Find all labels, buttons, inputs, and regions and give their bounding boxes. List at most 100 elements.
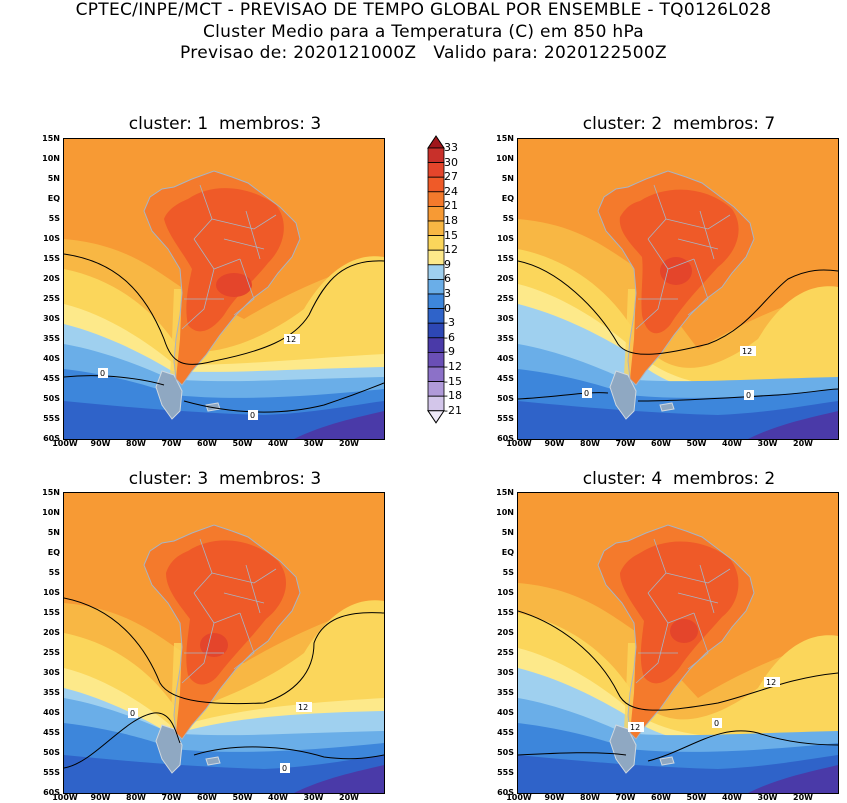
contour-label-bg	[582, 388, 592, 398]
lat-label: 10S	[497, 234, 514, 243]
lon-label: 30W	[303, 439, 324, 448]
country-border	[245, 564, 261, 614]
colorbar-swatch	[427, 351, 445, 368]
lat-label: 50S	[497, 748, 514, 757]
contour-label: 12	[630, 723, 640, 732]
lat-label: 35S	[43, 688, 60, 697]
lat-label: 15N	[42, 488, 60, 497]
contour-label-bg	[712, 718, 722, 728]
colorbar-label: 24	[444, 184, 458, 198]
andes-cool	[624, 643, 636, 733]
map-svg-2: 12 0 0	[518, 139, 838, 439]
andes-cool	[624, 289, 636, 379]
coastline	[597, 170, 755, 386]
lat-label: 45S	[43, 728, 60, 737]
lon-label: 90W	[544, 439, 565, 448]
temp-max-27	[200, 633, 228, 657]
header-line-3: Previsao de: 2020121000Z Valido para: 20…	[180, 43, 667, 63]
contour-label: 0	[746, 391, 751, 400]
colorbar-swatch	[427, 235, 445, 251]
lat-label: 60S	[497, 788, 514, 797]
map-panel-2: 12 0 0	[517, 138, 839, 440]
contour-0	[518, 730, 838, 762]
colorbar-label: 21	[444, 199, 458, 213]
country-border	[665, 568, 731, 584]
country-border	[677, 592, 719, 604]
colorbar-label: -18	[444, 389, 462, 403]
country-border	[181, 622, 215, 684]
lon-label: 60W	[651, 439, 671, 448]
contour-label: 0	[714, 719, 719, 728]
lon-label: 70W	[161, 439, 182, 448]
country-border	[233, 258, 255, 316]
panel-title-4: cluster: 4 membros: 2	[582, 469, 776, 489]
colorbar-swatch	[427, 220, 445, 237]
header-line-1: CPTEC/INPE/MCT - PREVISAO DE TEMPO GLOBA…	[75, 0, 772, 20]
colorbar-swatch	[427, 249, 445, 266]
lat-label: EQ	[501, 194, 514, 203]
colorbar-label: 15	[444, 228, 458, 242]
lat-label: 60S	[497, 434, 514, 443]
lat-label: 5N	[47, 174, 60, 183]
lat-label: 15S	[43, 608, 60, 617]
country-border	[677, 238, 719, 250]
lat-label: 40S	[497, 354, 514, 363]
lon-label: 80W	[580, 439, 600, 448]
lat-label: 55S	[43, 414, 60, 423]
colorbar-swatch	[427, 147, 445, 164]
country-border	[635, 622, 669, 684]
lon-label: 100W	[52, 793, 78, 802]
lat-label: 10S	[43, 234, 60, 243]
contour-0	[64, 712, 384, 769]
lon-label: 70W	[615, 439, 636, 448]
lat-label: 50S	[43, 394, 60, 403]
lat-label: 10N	[42, 154, 60, 163]
lon-label: 80W	[126, 793, 146, 802]
lat-label: 60S	[43, 434, 60, 443]
lon-label: 80W	[580, 793, 600, 802]
lat-label: 15N	[496, 488, 514, 497]
lat-label: 50S	[43, 748, 60, 757]
temp-region-m3	[64, 755, 384, 793]
country-border	[181, 268, 215, 330]
lat-label: 30S	[43, 314, 60, 323]
panel-title-3: cluster: 3 membros: 3	[128, 469, 322, 489]
header-line-2: Cluster Medio para a Temperatura (C) em …	[202, 22, 645, 42]
colorbar-bottom-arrow	[427, 410, 445, 424]
lon-label: 50W	[686, 793, 707, 802]
temp-region-m3	[64, 401, 384, 439]
colorbar-swatch	[427, 278, 445, 295]
lat-label: 5S	[48, 214, 60, 223]
lon-label: 50W	[232, 439, 253, 448]
colorbar-label: 27	[444, 170, 458, 184]
temp-region-m6	[748, 765, 838, 793]
colorbar-swatch	[427, 395, 445, 412]
coastline	[597, 524, 755, 740]
lon-label: 50W	[686, 439, 707, 448]
colorbar-swatch	[427, 381, 445, 397]
colorbar-label: 18	[444, 214, 458, 227]
lon-label: 20W	[339, 793, 359, 802]
lat-label: 40S	[43, 354, 60, 363]
temp-region-m3	[518, 401, 838, 439]
contour-label-bg	[740, 346, 756, 356]
colorbar-label: 12	[444, 243, 458, 257]
temp-region-m6	[294, 765, 384, 793]
lat-label: 15N	[496, 134, 514, 143]
lon-label: 20W	[793, 439, 813, 448]
temp-core-24	[620, 541, 739, 684]
lon-label: 30W	[303, 793, 324, 802]
colorbar-top-arrow	[427, 135, 445, 149]
colorbar-swatch	[427, 322, 445, 339]
lat-label: 20S	[497, 274, 514, 283]
map-svg-3: 12 0 0	[64, 493, 384, 793]
lon-label: 100W	[506, 793, 532, 802]
colorbar-swatch	[427, 206, 445, 222]
map-panel-4: 12 12 0	[517, 492, 839, 794]
lat-label: 45S	[43, 374, 60, 383]
lat-label: 10N	[42, 508, 60, 517]
contour-label-bg	[284, 334, 300, 344]
lat-label: 60S	[43, 788, 60, 797]
colorbar-label: 0	[444, 301, 451, 315]
colorbar-swatch	[427, 162, 445, 178]
